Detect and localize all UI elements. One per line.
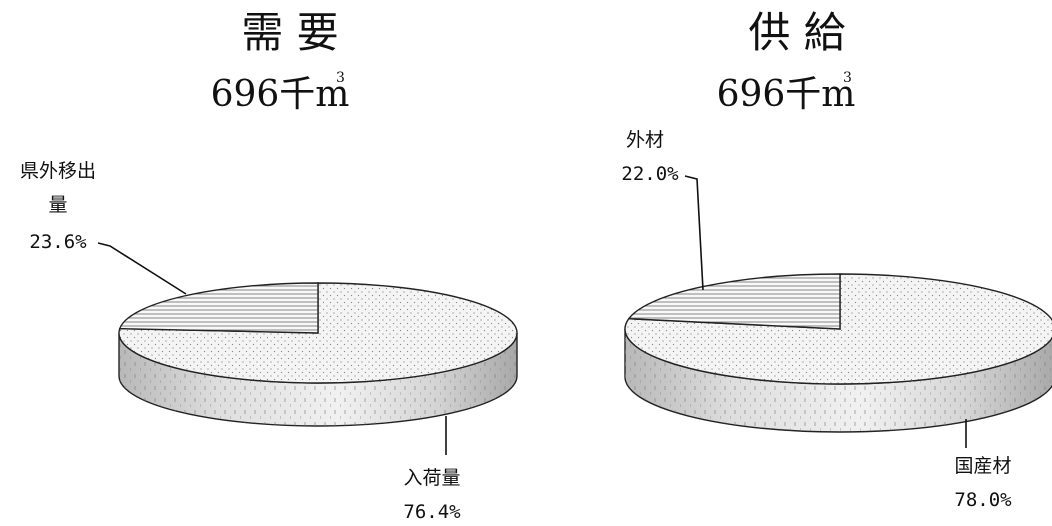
leader-line bbox=[97, 242, 187, 295]
unit-superscript: 3 bbox=[336, 70, 345, 86]
slice-value-label: 76.4% bbox=[403, 501, 461, 523]
slice-label-line: 量 bbox=[48, 194, 67, 216]
chart-title: 供 給 bbox=[748, 8, 845, 57]
chart-title: 需 要 bbox=[241, 8, 338, 57]
pie-side-texture bbox=[625, 329, 1052, 432]
pie-slice bbox=[627, 273, 841, 330]
pie-slice bbox=[118, 282, 319, 334]
leader-line bbox=[684, 175, 704, 291]
pie-body bbox=[118, 282, 518, 427]
slice-value-label: 23.6% bbox=[29, 231, 87, 253]
slice-label-line: 入荷量 bbox=[403, 467, 460, 489]
chart-total: 696千m bbox=[717, 74, 856, 115]
chart-total: 696千m bbox=[211, 74, 350, 115]
supply-chart: 供 給 696千m 3 外材 22.0% 国産材 78.0% bbox=[621, 8, 1052, 511]
slice-label-line: 外材 bbox=[626, 129, 664, 151]
slice-value-label: 78.0% bbox=[954, 489, 1012, 511]
slice-value-label: 22.0% bbox=[621, 163, 679, 185]
demand-chart: 需 要 696千m 3 県外移出 量 23.6% 入荷量 76.4% bbox=[20, 8, 518, 523]
slice-label-line: 県外移出 bbox=[20, 160, 96, 182]
pie-side-texture bbox=[119, 333, 517, 426]
slice-label-line: 国産材 bbox=[954, 455, 1011, 477]
pie-body bbox=[624, 273, 1052, 433]
unit-superscript: 3 bbox=[843, 70, 852, 86]
